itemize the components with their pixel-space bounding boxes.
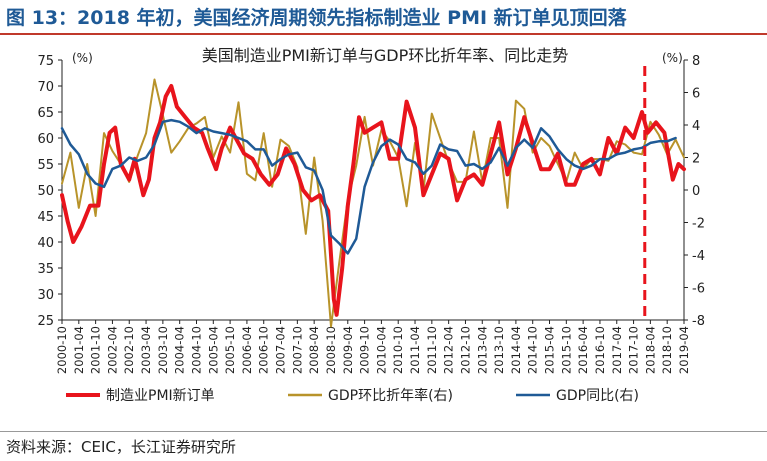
chart-title: 美国制造业PMI新订单与GDP环比折年率、同比走势 bbox=[202, 46, 569, 65]
x-tick-label: 2015-04 bbox=[543, 326, 557, 374]
x-tick-label: 2015-10 bbox=[559, 326, 573, 374]
series-layer bbox=[60, 78, 686, 328]
left-tick-label: 35 bbox=[37, 262, 54, 277]
x-tick-label: 2008-04 bbox=[307, 326, 321, 374]
left-tick-label: 70 bbox=[37, 80, 54, 95]
x-tick-label: 2010-04 bbox=[374, 326, 388, 374]
x-tick-label: 2012-10 bbox=[458, 326, 472, 374]
x-tick-label: 2013-10 bbox=[492, 326, 506, 374]
chart-legend: 制造业PMI新订单 GDP环比折年率(右) GDP同比(右) bbox=[66, 387, 639, 404]
left-tick-label: 60 bbox=[37, 132, 54, 147]
x-tick-label: 2005-04 bbox=[206, 326, 220, 374]
right-tick-label: -4 bbox=[692, 249, 705, 264]
left-tick-label: 30 bbox=[37, 288, 54, 303]
right-axis-ticks: -8 -6 -4 -2 0 2 4 6 8 bbox=[684, 54, 705, 329]
left-tick-label: 25 bbox=[37, 314, 54, 329]
x-tick-label: 2007-10 bbox=[290, 326, 304, 374]
left-axis-unit: (%) bbox=[72, 51, 93, 65]
x-tick-label: 2001-10 bbox=[89, 326, 103, 374]
left-tick-label: 65 bbox=[37, 106, 54, 121]
legend-label-2: GDP环比折年率(右) bbox=[328, 387, 453, 404]
legend-label-1: 制造业PMI新订单 bbox=[106, 388, 215, 404]
x-tick-label: 2018-10 bbox=[660, 326, 674, 374]
source-note: 资料来源：CEIC，长江证券研究所 bbox=[6, 438, 236, 456]
right-tick-label: 0 bbox=[692, 184, 700, 199]
right-tick-label: 6 bbox=[692, 87, 700, 102]
x-tick-label: 2017-10 bbox=[627, 326, 641, 374]
right-tick-label: 8 bbox=[692, 54, 700, 69]
legend-label-3: GDP同比(右) bbox=[556, 388, 639, 404]
x-tick-label: 2004-10 bbox=[189, 326, 203, 374]
x-tick-label: 2001-04 bbox=[72, 326, 86, 374]
x-tick-label: 2006-04 bbox=[240, 326, 254, 374]
x-tick-label: 2009-04 bbox=[341, 326, 355, 374]
x-tick-label: 2014-04 bbox=[509, 326, 523, 374]
right-tick-label: 4 bbox=[692, 119, 700, 134]
x-tick-label: 2002-04 bbox=[105, 326, 119, 374]
x-tick-label: 2005-10 bbox=[223, 326, 237, 374]
x-tick-label: 2011-04 bbox=[408, 326, 422, 374]
left-tick-label: 75 bbox=[37, 54, 54, 69]
x-tick-label: 2003-04 bbox=[139, 326, 153, 374]
figure-title: 图 13：2018 年初，美国经济周期领先指标制造业 PMI 新订单见顶回落 bbox=[6, 7, 627, 29]
x-tick-label: 2016-04 bbox=[576, 326, 590, 374]
left-axis-ticks: 25 30 35 40 45 50 55 60 65 70 75 bbox=[37, 54, 62, 329]
chart-axes bbox=[61, 60, 685, 321]
left-tick-label: 50 bbox=[37, 184, 54, 199]
x-tick-label: 2012-04 bbox=[442, 326, 456, 374]
title-divider bbox=[0, 33, 767, 35]
x-tick-label: 2008-10 bbox=[324, 326, 338, 374]
pmi-gdp-line-chart: 美国制造业PMI新订单与GDP环比折年率、同比走势 (%) (%) 25 30 35… bbox=[37, 46, 705, 404]
x-axis-ticks: 2000-10 2001-04 2001-10 2002-04 2002-10 2003-… bbox=[55, 320, 691, 374]
right-tick-label: -6 bbox=[692, 282, 705, 297]
right-tick-label: -2 bbox=[692, 217, 705, 232]
footer-divider bbox=[0, 431, 767, 432]
x-tick-label: 2006-10 bbox=[257, 326, 271, 374]
left-tick-label: 40 bbox=[37, 236, 54, 251]
x-tick-label: 2017-04 bbox=[610, 326, 624, 374]
x-tick-label: 2003-10 bbox=[156, 326, 170, 374]
x-tick-label: 2018-04 bbox=[643, 326, 657, 374]
x-tick-label: 2011-10 bbox=[425, 326, 439, 374]
left-tick-label: 55 bbox=[37, 158, 54, 173]
x-tick-label: 2010-10 bbox=[391, 326, 405, 374]
x-tick-label: 2013-04 bbox=[475, 326, 489, 374]
x-tick-label: 2002-10 bbox=[122, 326, 136, 374]
x-tick-label: 2016-10 bbox=[593, 326, 607, 374]
x-tick-label: 2004-04 bbox=[173, 326, 187, 374]
x-tick-label: 2000-10 bbox=[55, 326, 69, 374]
x-tick-label: 2014-10 bbox=[526, 326, 540, 374]
right-tick-label: -8 bbox=[692, 314, 705, 329]
x-tick-label: 2007-04 bbox=[274, 326, 288, 374]
right-tick-label: 2 bbox=[692, 152, 700, 167]
left-tick-label: 45 bbox=[37, 210, 54, 225]
series-gdp-annualized-line bbox=[61, 78, 685, 328]
x-tick-label: 2019-04 bbox=[677, 326, 691, 374]
right-axis-unit: (%) bbox=[662, 51, 683, 65]
series-pmi-new-orders-line bbox=[60, 84, 686, 317]
series-gdp-yoy-line bbox=[60, 118, 677, 255]
x-tick-label: 2009-10 bbox=[358, 326, 372, 374]
